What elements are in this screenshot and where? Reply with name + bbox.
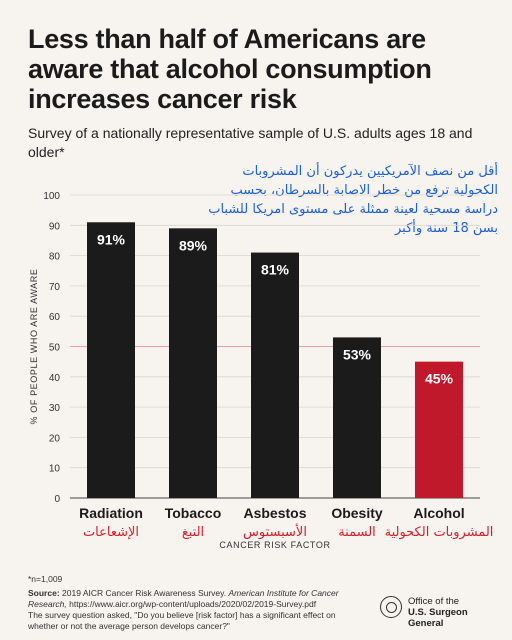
x-category-label-arabic: التبغ <box>182 525 204 540</box>
y-tick-label: 80 <box>49 252 61 263</box>
logo-line-2: U.S. Surgeon General <box>408 607 468 629</box>
y-tick-label: 90 <box>49 221 61 232</box>
bar-alcohol <box>415 361 463 498</box>
arabic-annotation: أقل من نصف الآمريكيين يدركون أن المشروبا… <box>208 164 498 236</box>
bar-obesity <box>333 337 381 498</box>
y-tick-label: 10 <box>49 464 61 475</box>
source-text: 2019 AICR Cancer Risk Awareness Survey. <box>62 588 227 598</box>
y-tick-label: 0 <box>54 494 60 505</box>
y-tick-label: 100 <box>43 191 60 202</box>
bar-value-label: 91% <box>97 231 126 247</box>
y-tick-label: 70 <box>49 282 61 293</box>
y-tick-label: 50 <box>49 343 61 354</box>
x-category-label: Tobacco <box>165 505 222 521</box>
x-category-label: Radiation <box>79 505 143 521</box>
bar-tobacco <box>169 228 217 498</box>
bar-value-label: 53% <box>343 346 372 362</box>
x-category-label: Obesity <box>331 505 383 521</box>
bar-asbestos <box>251 252 299 498</box>
source-note: Source: 2019 AICR Cancer Risk Awareness … <box>28 588 358 610</box>
chart-title: Less than half of Americans are aware th… <box>28 24 432 114</box>
y-tick-label: 60 <box>49 312 61 323</box>
x-category-label-arabic: الأسبستوس <box>243 523 307 540</box>
logo-line-1: Office of the <box>408 596 460 607</box>
sample-size-note: *n=1,009 <box>28 574 63 584</box>
bar-value-label: 45% <box>425 371 454 387</box>
x-axis-label: CANCER RISK FACTOR <box>219 540 330 550</box>
seal-icon <box>380 596 402 618</box>
x-category-label-arabic: الإشعاعات <box>83 525 139 540</box>
y-tick-label: 30 <box>49 403 61 414</box>
y-tick-label: 20 <box>49 433 61 444</box>
source-url: https://www.aicr.org/wp-content/uploads/… <box>69 599 317 609</box>
logo-text: Office of the U.S. Surgeon General <box>408 596 500 629</box>
x-category-label: Alcohol <box>413 505 464 521</box>
bar-radiation <box>87 222 135 498</box>
x-category-label-arabic: المشروبات الكحولية <box>385 525 494 540</box>
bar-value-label: 81% <box>261 262 290 278</box>
y-tick-label: 40 <box>49 373 61 384</box>
x-category-label-arabic: السمنة <box>338 525 376 540</box>
bar-value-label: 89% <box>179 237 208 253</box>
surgeon-general-logo: Office of the U.S. Surgeon General <box>380 594 500 629</box>
source-label: Source: <box>28 588 60 598</box>
x-category-label: Asbestos <box>243 505 306 521</box>
survey-question: The survey question asked, "Do you belie… <box>28 610 336 631</box>
source-journal: American Institute for Cancer Research, <box>28 588 339 609</box>
chart-subtitle: Survey of a nationally representative sa… <box>28 125 473 160</box>
y-axis-label: % OF PEOPLE WHO ARE AWARE <box>29 269 39 425</box>
